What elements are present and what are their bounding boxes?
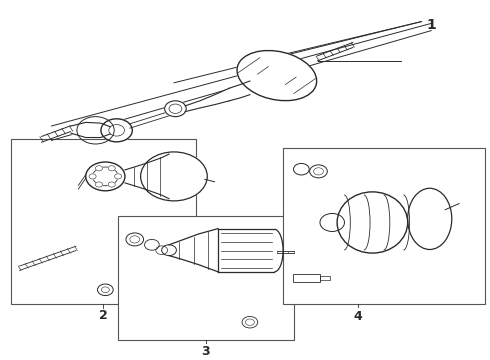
Bar [293, 274, 320, 282]
Text: 1: 1 [426, 18, 436, 32]
Circle shape [96, 182, 102, 187]
Text: 4: 4 [353, 310, 362, 323]
Circle shape [162, 245, 176, 256]
Bar [320, 276, 330, 280]
Circle shape [141, 152, 207, 201]
Bar [11, 139, 196, 304]
Text: 3: 3 [201, 345, 210, 358]
Circle shape [96, 166, 102, 171]
Circle shape [145, 239, 159, 250]
Circle shape [156, 246, 168, 255]
Bar [320, 276, 330, 280]
Circle shape [108, 182, 115, 187]
Ellipse shape [337, 192, 408, 253]
Circle shape [89, 174, 96, 179]
Bar [293, 274, 320, 282]
Circle shape [98, 284, 113, 296]
Text: 2: 2 [98, 309, 107, 322]
Circle shape [86, 162, 125, 191]
Circle shape [320, 213, 344, 231]
Circle shape [101, 119, 132, 142]
Circle shape [294, 163, 309, 175]
Bar [218, 229, 274, 272]
Circle shape [310, 165, 327, 178]
Circle shape [126, 233, 144, 246]
Circle shape [115, 174, 122, 179]
Circle shape [108, 166, 115, 171]
Bar [283, 148, 485, 304]
Ellipse shape [408, 188, 452, 249]
Circle shape [165, 101, 186, 117]
Bar [118, 216, 294, 340]
Ellipse shape [237, 50, 317, 101]
Circle shape [242, 316, 258, 328]
